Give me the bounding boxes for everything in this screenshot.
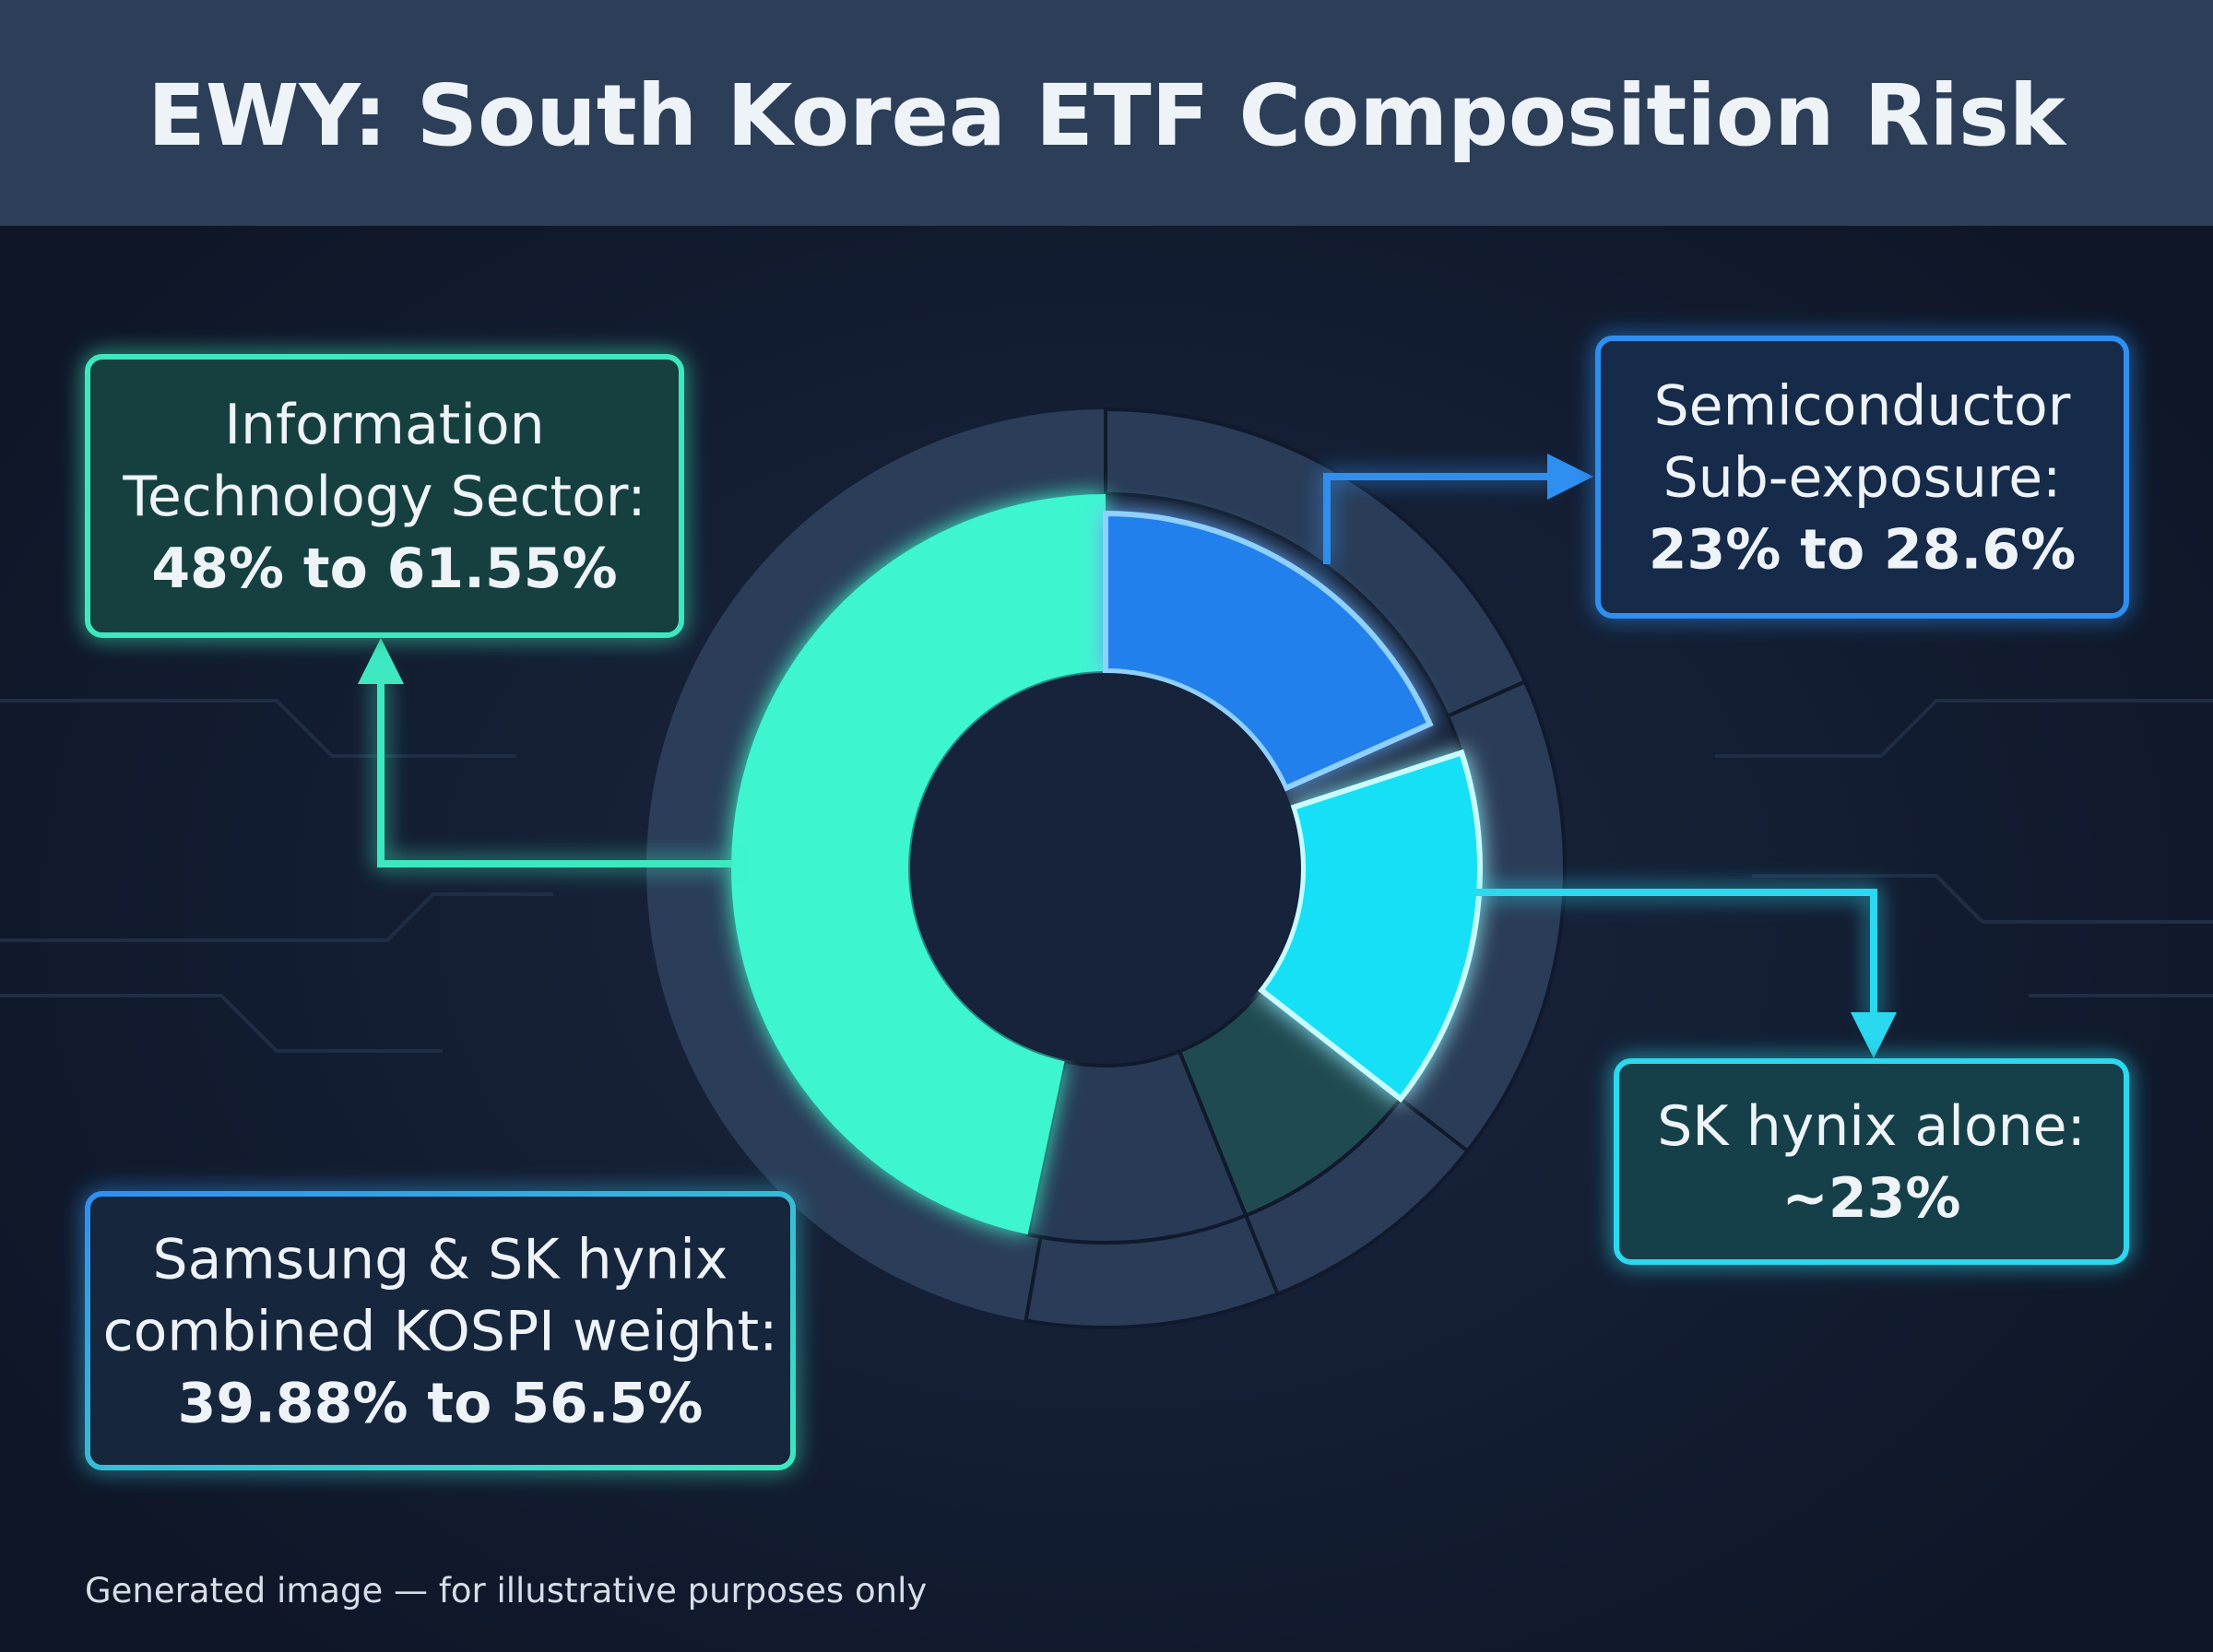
callout-value: 23% to 28.6% bbox=[1649, 518, 2076, 583]
callout-label: Semiconductor bbox=[1654, 374, 2071, 439]
callout-value: 48% to 61.55% bbox=[151, 537, 617, 601]
segment-it bbox=[730, 494, 1106, 1235]
arrow-head bbox=[1851, 1012, 1897, 1058]
callout-box bbox=[1595, 336, 2129, 619]
callout-box bbox=[85, 354, 684, 638]
donut-hole bbox=[910, 673, 1301, 1064]
callout-label: Sub-exposure: bbox=[1663, 446, 2062, 511]
callout-label: Technology Sector: bbox=[122, 465, 645, 529]
segment-sk-hynix bbox=[1257, 749, 1483, 1103]
arrow-head bbox=[358, 638, 404, 684]
title: EWY: South Korea ETF Composition Risk bbox=[148, 66, 2067, 165]
arrow-head bbox=[1547, 454, 1593, 500]
circuit-lines bbox=[0, 699, 2213, 1053]
footer: Generated image — for illustrative purpo… bbox=[85, 1571, 927, 1611]
callout-label: SK hynix alone: bbox=[1657, 1094, 2086, 1159]
callout-box bbox=[1614, 1058, 2129, 1265]
callout-value: ~23% bbox=[1782, 1166, 1961, 1231]
callout-label: combined KOSPI weight: bbox=[103, 1300, 778, 1364]
callout-label: Samsung & SK hynix bbox=[153, 1228, 728, 1292]
segment-semiconductor bbox=[1103, 510, 1434, 792]
connectors bbox=[377, 473, 1877, 1023]
callout-value: 39.88% to 56.5% bbox=[178, 1372, 704, 1436]
header-bar bbox=[0, 0, 2213, 226]
callout-box bbox=[85, 1191, 796, 1470]
donut bbox=[646, 407, 1567, 1329]
segment-dim bbox=[1025, 1048, 1249, 1245]
callout-label: Information bbox=[224, 393, 544, 457]
